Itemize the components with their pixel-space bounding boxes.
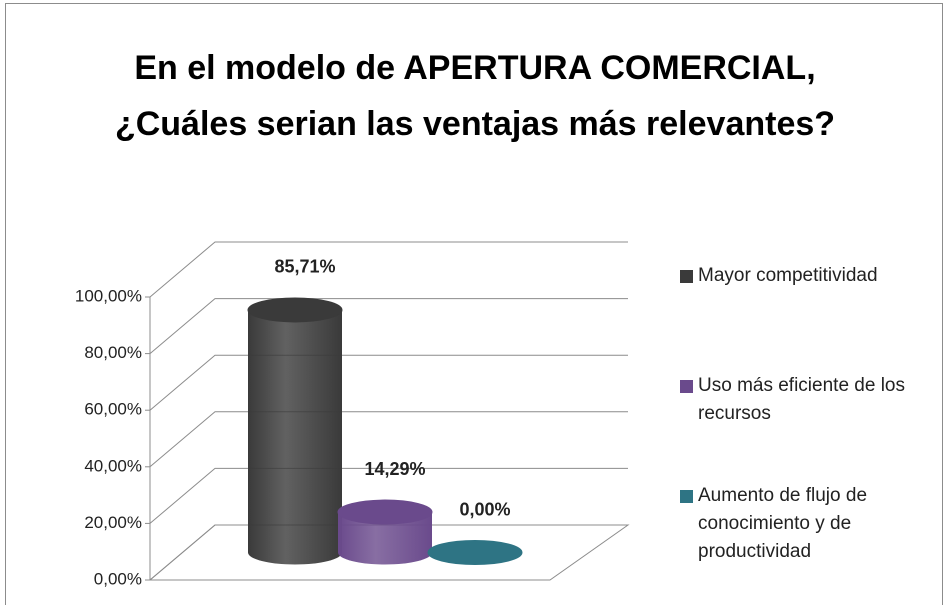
legend-label: Uso más eficiente de los recursos [698,375,905,424]
legend-swatch [680,380,693,393]
cylinder [337,499,433,565]
value-label: 0,00% [459,499,510,519]
grid-line [149,354,628,411]
chart-title: En el modelo de APERTURA COMERCIAL, ¿Cuá… [114,49,836,143]
cylinder-body [338,512,432,565]
grid-line [149,411,628,468]
legend-label: Mayor competitividad [698,265,878,286]
y-tick-label: 60,00% [84,400,142,419]
y-tick-label: 40,00% [84,456,142,475]
value-label: 14,29% [364,459,425,479]
cylinder-top [427,540,523,565]
grid-line [149,298,628,354]
cylinder [427,540,523,565]
y-tick-label: 80,00% [84,343,142,362]
cylinder-top [337,499,433,525]
y-tick-label: 0,00% [94,569,142,588]
legend-swatch [680,490,693,503]
grid-line [149,524,628,581]
chart-border [5,3,943,605]
grid-line [149,467,628,524]
y-tick-label: 100,00% [75,286,142,305]
cylinder-body [248,309,342,565]
legend-label: Aumento de flujo de conocimiento y de pr… [698,485,868,562]
value-label: 85,71% [274,257,335,277]
cylinder-top [247,297,343,323]
cylinder [247,297,343,565]
legend-swatch [680,270,693,283]
grid-line [149,241,628,298]
y-tick-label: 20,00% [84,513,142,532]
